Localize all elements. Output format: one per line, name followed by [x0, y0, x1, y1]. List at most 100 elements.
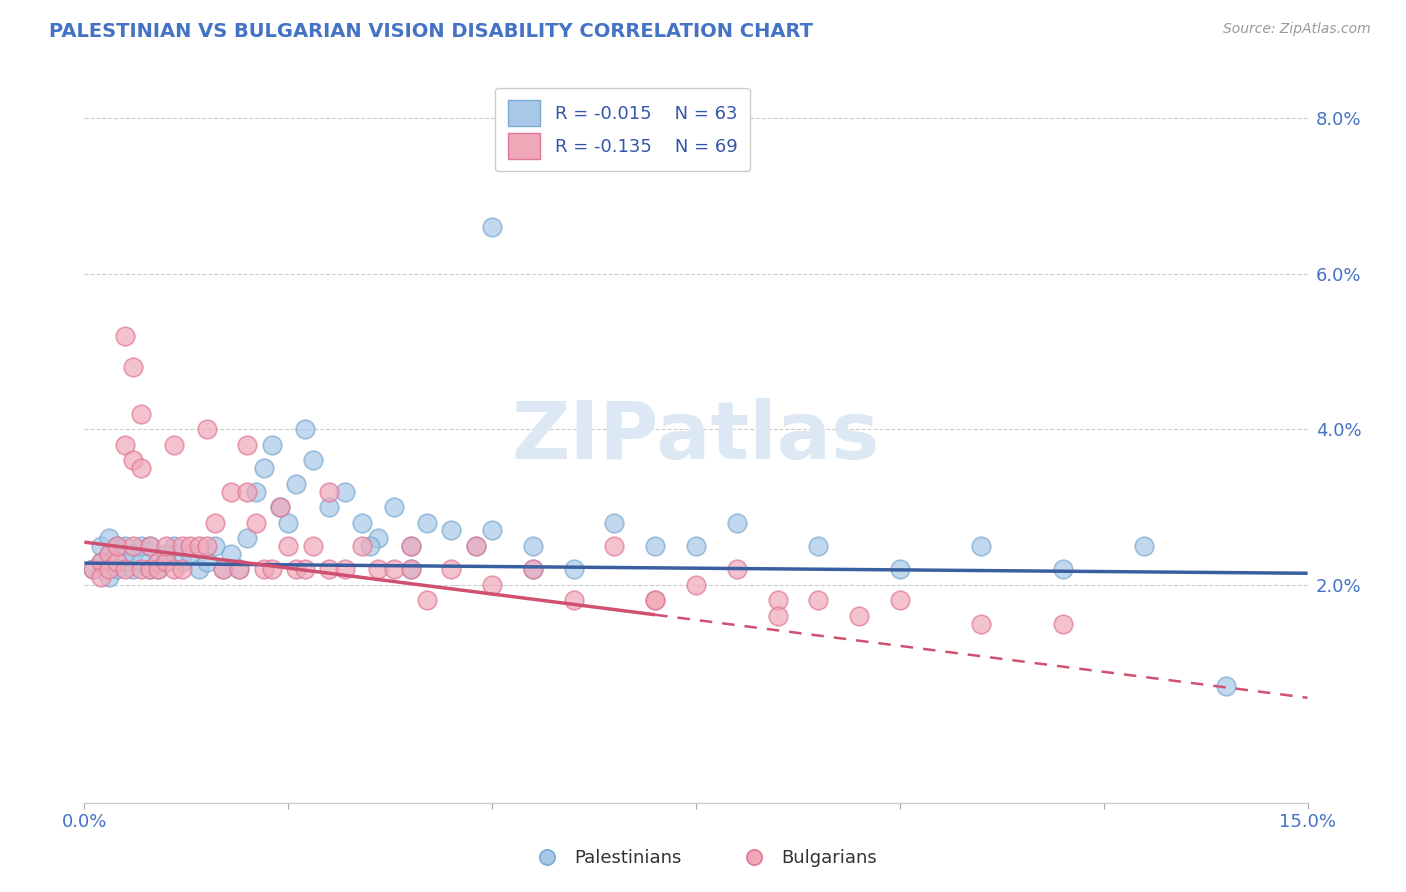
Point: [399, 539, 422, 553]
Point: [97, 531, 120, 545]
Point: [481, 578, 503, 592]
Point: [114, 562, 136, 576]
Point: [155, 555, 177, 569]
Point: [131, 539, 153, 553]
Point: [97, 547, 120, 561]
Point: [285, 562, 308, 576]
Point: [260, 562, 283, 576]
Point: [464, 539, 486, 553]
Point: [416, 593, 439, 607]
Point: [562, 562, 585, 576]
Point: [195, 422, 218, 436]
Point: [155, 547, 177, 561]
Point: [399, 562, 422, 576]
Point: [318, 562, 340, 576]
Point: [644, 593, 666, 607]
Point: [1052, 616, 1074, 631]
Text: PALESTINIAN VS BULGARIAN VISION DISABILITY CORRELATION CHART: PALESTINIAN VS BULGARIAN VISION DISABILI…: [49, 22, 813, 41]
Point: [163, 562, 186, 576]
Point: [105, 539, 128, 553]
Legend: Palestinians, Bulgarians: Palestinians, Bulgarians: [522, 842, 884, 874]
Point: [889, 562, 911, 576]
Point: [146, 555, 169, 569]
Point: [522, 562, 544, 576]
Point: [807, 539, 830, 553]
Point: [90, 570, 112, 584]
Point: [603, 539, 626, 553]
Point: [359, 539, 381, 553]
Point: [889, 593, 911, 607]
Point: [138, 539, 160, 553]
Point: [253, 562, 276, 576]
Point: [277, 539, 299, 553]
Point: [301, 453, 323, 467]
Point: [105, 555, 128, 569]
Point: [725, 516, 748, 530]
Point: [685, 539, 707, 553]
Point: [294, 422, 316, 436]
Point: [105, 562, 128, 576]
Point: [1133, 539, 1156, 553]
Point: [399, 539, 422, 553]
Point: [367, 562, 389, 576]
Point: [172, 555, 194, 569]
Point: [122, 359, 145, 374]
Point: [179, 547, 201, 561]
Y-axis label: Vision Disability: Vision Disability: [0, 371, 8, 503]
Point: [350, 516, 373, 530]
Point: [204, 516, 226, 530]
Point: [228, 562, 250, 576]
Point: [382, 562, 405, 576]
Text: ZIPatlas: ZIPatlas: [512, 398, 880, 476]
Point: [970, 616, 993, 631]
Point: [82, 562, 104, 576]
Point: [253, 461, 276, 475]
Point: [603, 516, 626, 530]
Point: [122, 547, 145, 561]
Point: [562, 593, 585, 607]
Point: [236, 531, 259, 545]
Point: [105, 539, 128, 553]
Point: [187, 539, 209, 553]
Point: [138, 562, 160, 576]
Point: [766, 609, 789, 624]
Point: [481, 219, 503, 234]
Point: [228, 562, 250, 576]
Point: [970, 539, 993, 553]
Point: [82, 562, 104, 576]
Point: [245, 516, 267, 530]
Point: [122, 562, 145, 576]
Point: [685, 578, 707, 592]
Point: [219, 484, 242, 499]
Point: [97, 570, 120, 584]
Point: [163, 539, 186, 553]
Point: [301, 539, 323, 553]
Point: [440, 562, 463, 576]
Point: [644, 593, 666, 607]
Legend: R = -0.015    N = 63, R = -0.135    N = 69: R = -0.015 N = 63, R = -0.135 N = 69: [495, 87, 749, 171]
Point: [382, 500, 405, 515]
Point: [1215, 679, 1237, 693]
Point: [114, 438, 136, 452]
Point: [219, 547, 242, 561]
Point: [212, 562, 235, 576]
Point: [131, 562, 153, 576]
Point: [644, 539, 666, 553]
Point: [269, 500, 291, 515]
Point: [172, 562, 194, 576]
Point: [146, 562, 169, 576]
Point: [236, 484, 259, 499]
Point: [464, 539, 486, 553]
Point: [367, 531, 389, 545]
Point: [146, 555, 169, 569]
Point: [318, 484, 340, 499]
Point: [155, 539, 177, 553]
Point: [285, 476, 308, 491]
Point: [848, 609, 870, 624]
Point: [245, 484, 267, 499]
Point: [163, 438, 186, 452]
Point: [195, 555, 218, 569]
Point: [114, 539, 136, 553]
Point: [131, 407, 153, 421]
Point: [260, 438, 283, 452]
